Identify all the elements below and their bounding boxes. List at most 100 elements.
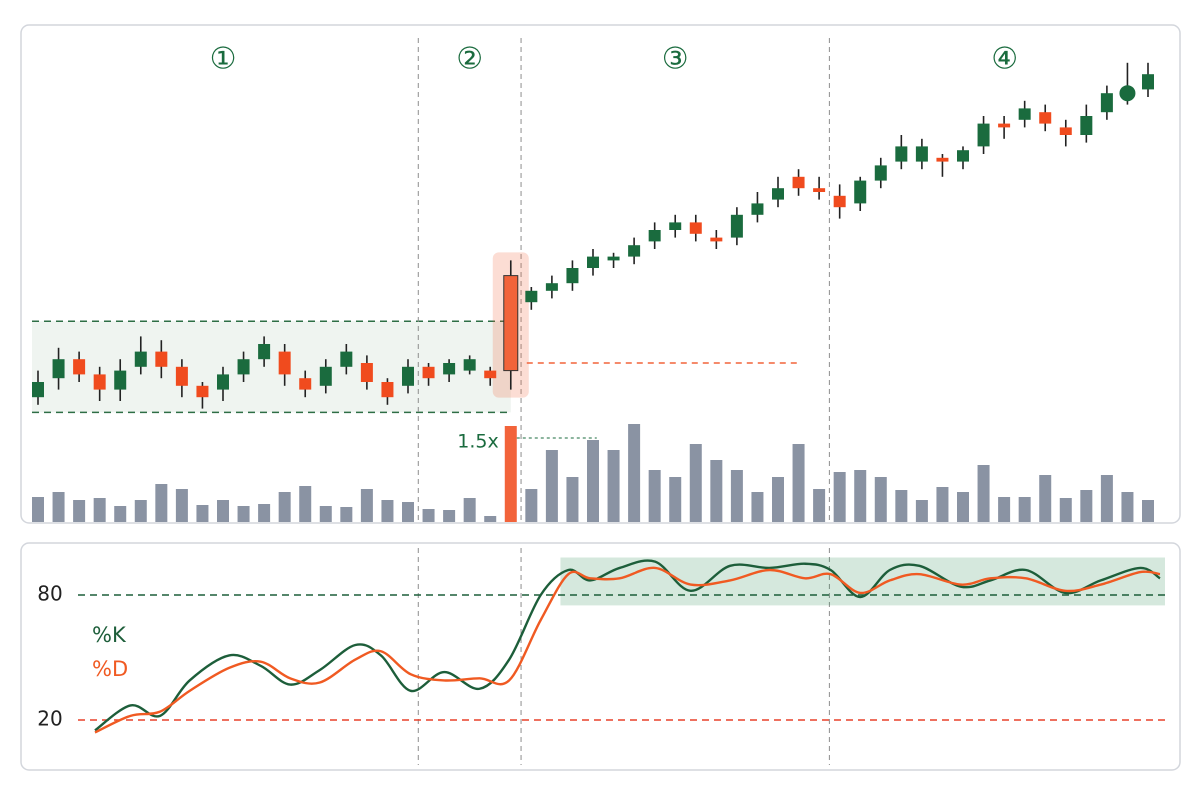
volume-bar	[504, 426, 517, 522]
candle-body	[566, 268, 579, 284]
volume-bar	[895, 490, 908, 522]
volume-bar	[1100, 475, 1113, 522]
candle-body	[751, 203, 764, 215]
volume-bar	[648, 470, 661, 522]
candle-body	[422, 366, 435, 379]
candle-dot	[1119, 85, 1136, 102]
candle-body	[196, 385, 209, 398]
candle-body	[587, 256, 599, 268]
candle-body	[957, 150, 969, 162]
volume-bar	[52, 492, 65, 522]
candle-body	[134, 351, 147, 367]
volume-bar	[443, 510, 456, 522]
volume-bar	[340, 507, 353, 522]
volume-bar	[73, 500, 86, 522]
volume-bar	[587, 440, 599, 522]
candle-body	[237, 359, 250, 375]
candle-body	[32, 382, 44, 398]
phase-label: ①	[210, 42, 237, 77]
volume-bar	[237, 506, 250, 522]
volume-bar	[1059, 498, 1072, 522]
candle-body	[258, 344, 271, 360]
volume-bar	[545, 450, 558, 522]
volume-bar	[484, 516, 497, 522]
volume-bar	[669, 477, 682, 522]
candle-body	[175, 366, 188, 386]
candle-body	[360, 363, 373, 382]
volume-bar	[710, 460, 723, 522]
candle-body	[792, 176, 805, 189]
volume-bar	[525, 489, 538, 522]
candle-body	[93, 374, 106, 390]
candle-body	[854, 180, 867, 204]
candle-body	[463, 359, 476, 371]
volume-bar	[381, 500, 394, 522]
volume-bar	[874, 477, 887, 522]
price-panel	[20, 24, 1181, 524]
candle-body	[443, 363, 456, 375]
volume-bar	[155, 484, 168, 522]
candle-body	[402, 366, 414, 386]
candle-body	[1142, 74, 1154, 90]
candle-body	[915, 146, 928, 162]
candle-body	[998, 123, 1011, 128]
candle-body	[299, 378, 312, 390]
phase-label: ③	[662, 42, 689, 77]
candle-body	[381, 382, 394, 398]
volume-bar	[360, 489, 373, 522]
candle-body	[874, 165, 887, 181]
candle-body	[1018, 108, 1031, 120]
stochastic-line	[94, 566, 1161, 734]
volume-bar	[463, 498, 476, 522]
candle-body	[607, 256, 620, 261]
candle-body	[52, 359, 65, 379]
candle-body	[772, 188, 784, 200]
stochastic-line	[94, 559, 1161, 732]
candle-body	[648, 230, 661, 242]
annotation-label: 1.5x	[457, 431, 498, 453]
candle-body	[340, 351, 353, 367]
volume-bar	[258, 504, 271, 522]
volume-bar	[792, 444, 805, 522]
volume-bar	[607, 450, 620, 522]
candle-body	[525, 290, 538, 303]
volume-bar	[813, 489, 826, 522]
volume-bar	[134, 500, 147, 522]
candle-body	[689, 222, 702, 234]
volume-bar	[1018, 497, 1031, 522]
volume-bar	[217, 500, 229, 522]
volume-bar	[422, 509, 435, 522]
volume-bar	[278, 492, 291, 522]
candle-body	[710, 237, 723, 242]
volume-bar	[689, 444, 702, 522]
phase-label: ④	[991, 42, 1018, 77]
candle-body	[895, 146, 908, 162]
volume-bar	[175, 489, 188, 522]
candle-body	[1100, 93, 1113, 113]
volume-bar	[936, 487, 949, 522]
overbought-zone	[560, 557, 1165, 606]
candle-body	[484, 370, 497, 379]
volume-bar	[319, 506, 332, 522]
candle-body	[114, 370, 127, 390]
volume-bar	[628, 424, 641, 522]
volume-bar	[854, 470, 867, 522]
volume-bar	[1039, 475, 1052, 522]
candle-body	[730, 214, 743, 238]
candle-body	[628, 245, 641, 257]
candle-body	[813, 188, 826, 192]
volume-bar	[196, 505, 209, 522]
candle-body	[1039, 112, 1052, 124]
candle-body	[545, 283, 558, 291]
volume-bar	[402, 502, 414, 522]
candle-body	[155, 351, 168, 367]
volume-bar	[1121, 492, 1134, 522]
range-box	[32, 321, 511, 413]
volume-bar	[299, 486, 312, 522]
candle-body	[319, 366, 332, 386]
volume-bar	[730, 470, 743, 522]
phase-label: ②	[456, 42, 483, 77]
candle-body	[977, 123, 990, 147]
legend-label: %D	[92, 657, 128, 681]
